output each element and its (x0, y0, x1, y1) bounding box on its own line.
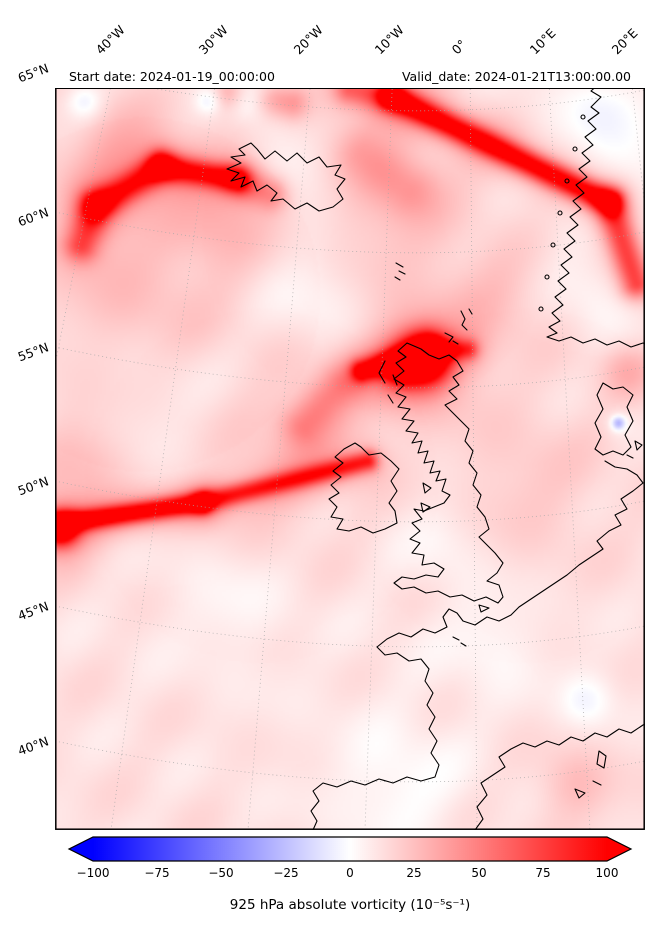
vorticity-field-canvas (55, 65, 645, 830)
latitude-tick-label: 60°N (15, 204, 51, 230)
colorbar-tick-label: −100 (76, 866, 110, 880)
colorbar-tick-label: 75 (535, 866, 551, 880)
longitude-tick-label: 40°W (92, 22, 128, 58)
map-frame (55, 65, 645, 830)
start-date-label: Start date: 2024-01-19_00:00:00 (69, 69, 275, 84)
latitude-tick-label: 65°N (15, 60, 51, 86)
coastline-great-britain (393, 342, 504, 604)
coastline-orkney (444, 332, 459, 345)
longitude-tick-label: 10°E (526, 25, 559, 58)
coastline-corsica (596, 750, 607, 769)
colorbar-gradient (93, 837, 607, 861)
longitude-tick-label: 20°W (290, 22, 326, 58)
map-overlay (55, 65, 645, 830)
colorbar-outline (67, 836, 633, 862)
longitude-tick-label: 20°E (608, 25, 641, 58)
colorbar-tick-label: 50 (471, 866, 487, 880)
colorbar-svg (67, 836, 633, 862)
date-header: Start date: 2024-01-19_00:00:00 Valid_da… (55, 65, 645, 89)
colorbar-tick-label: −25 (273, 866, 299, 880)
graticule-parallels (55, 69, 645, 783)
coastline-norway (546, 82, 645, 348)
coastline-isle-of-man (422, 482, 432, 494)
coastline-denmark (594, 382, 634, 456)
latitude-tick-label: 55°N (15, 339, 51, 365)
coastline-hebrides (378, 360, 398, 404)
colorbar-tick-label: −50 (208, 866, 234, 880)
map-panel: Start date: 2024-01-19_00:00:00 Valid_da… (55, 65, 645, 830)
coastline-iberia-mediterranean (474, 723, 645, 830)
longitude-tick-label: 30°W (195, 22, 231, 58)
coastline-iceland (226, 142, 346, 212)
graticule-meridians (55, 65, 645, 830)
longitude-tick-label: 0° (448, 36, 470, 58)
colorbar-tick-label: 0 (346, 866, 354, 880)
coastline-faroe-islands (394, 262, 406, 281)
coastline-norway-islands (538, 114, 586, 312)
coastline-shetland (460, 308, 473, 331)
colorbar-tick-label: 25 (406, 866, 422, 880)
coastline-continental-europe (310, 460, 644, 830)
coastlines (226, 82, 645, 830)
colorbar-caption: 925 hPa absolute vorticity (10⁻⁵s⁻¹) (229, 897, 471, 913)
coastline-isle-of-wight (478, 604, 490, 613)
latitude-tick-label: 45°N (15, 598, 51, 624)
colorbar-max-extend-arrow (607, 837, 631, 861)
colorbar-tick-label: −75 (144, 866, 170, 880)
latitude-tick-label: 50°N (15, 473, 51, 499)
latitude-tick-label: 40°N (15, 733, 51, 759)
longitude-tick-label: 10°W (371, 22, 407, 58)
coastline-danish-isles (626, 440, 643, 459)
colorbar: −100 −75 −50 −25 0 25 50 75 100 (55, 836, 645, 900)
coastline-anglesey (420, 502, 431, 513)
colorbar-min-extend-arrow (69, 837, 93, 861)
colorbar-tick-label: 100 (595, 866, 619, 880)
coastline-balearic-islands (574, 780, 602, 799)
coastline-ireland (328, 442, 400, 534)
coastline-channel-islands (452, 636, 467, 647)
valid-date-label: Valid_date: 2024-01-21T13:00:00.00 (401, 69, 631, 84)
